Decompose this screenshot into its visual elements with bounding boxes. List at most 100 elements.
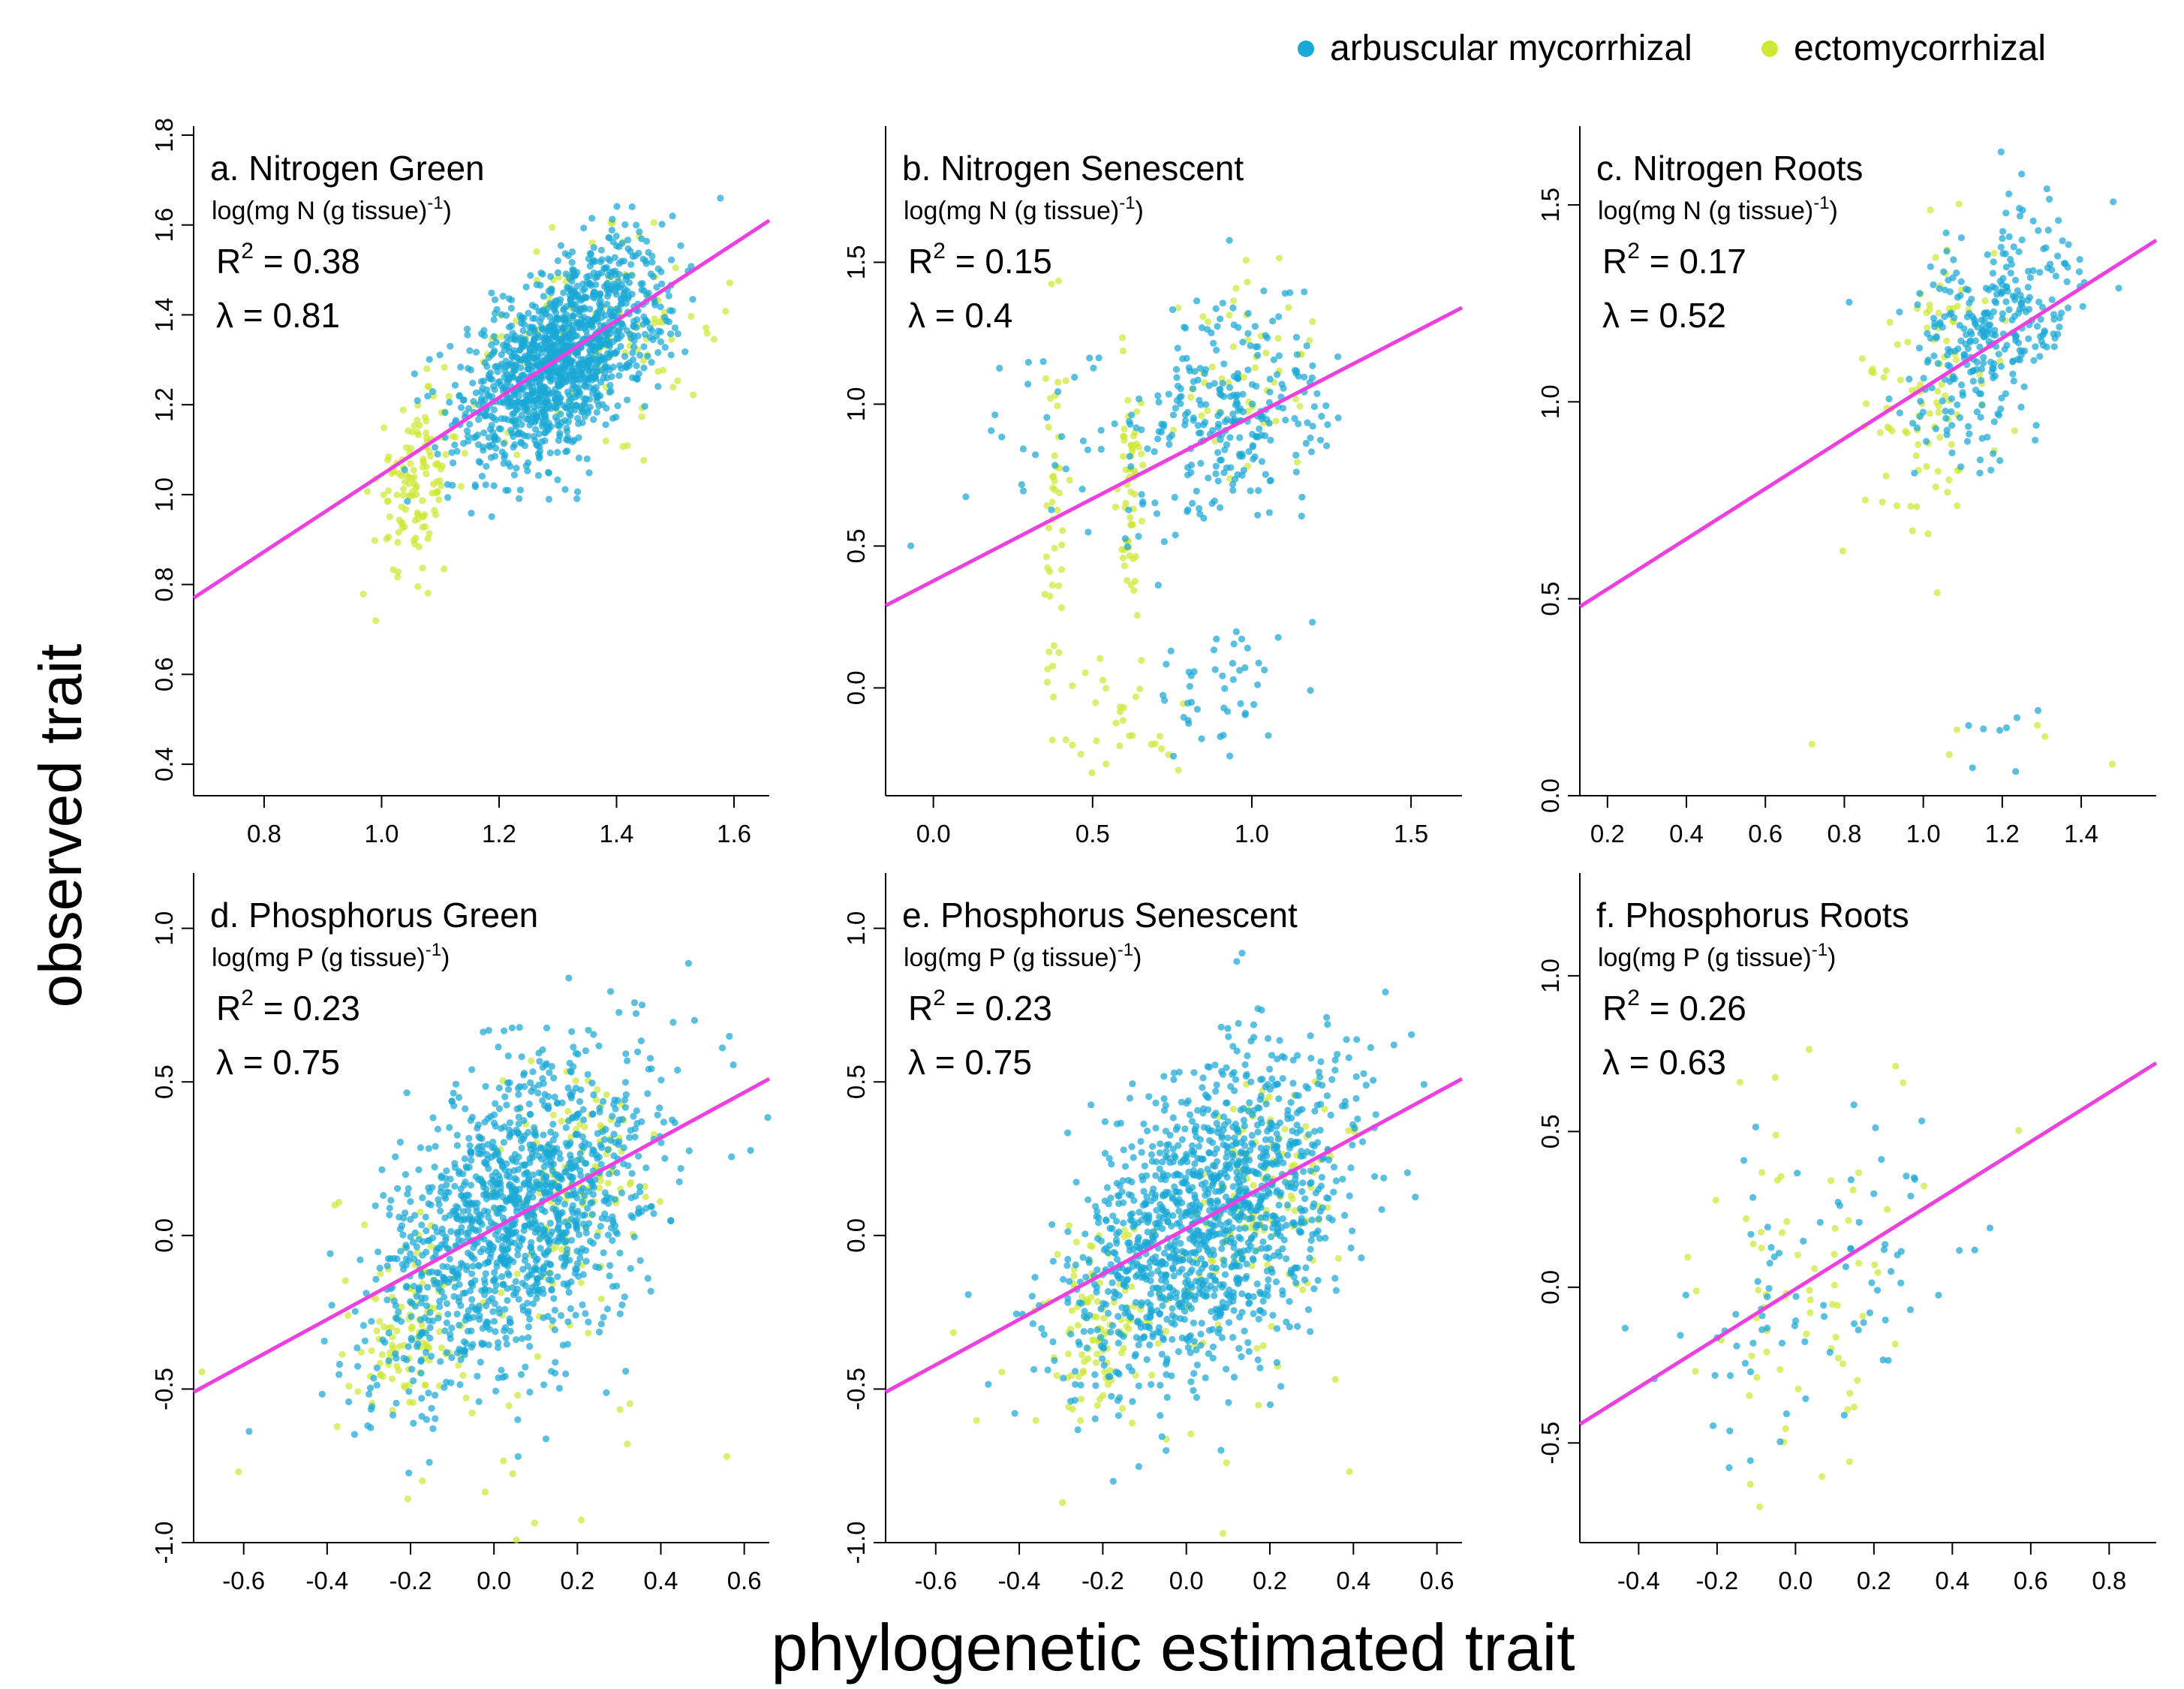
point-arbuscular-mycorrhizal [522, 462, 530, 470]
point-arbuscular-mycorrhizal [485, 1341, 492, 1349]
point-arbuscular-mycorrhizal [622, 1050, 630, 1058]
point-ectomycorrhizal [513, 451, 521, 459]
point-ectomycorrhizal [380, 491, 387, 498]
point-arbuscular-mycorrhizal [546, 1269, 554, 1277]
point-arbuscular-mycorrhizal [514, 1453, 522, 1460]
point-arbuscular-mycorrhizal [545, 469, 552, 477]
point-arbuscular-mycorrhizal [443, 1167, 450, 1175]
point-ectomycorrhizal [1055, 582, 1063, 590]
point-arbuscular-mycorrhizal [588, 364, 595, 372]
point-arbuscular-mycorrhizal [466, 347, 474, 354]
point-arbuscular-mycorrhizal [407, 1250, 414, 1257]
point-ectomycorrhizal [1050, 693, 1057, 701]
point-arbuscular-mycorrhizal [611, 350, 618, 357]
point-arbuscular-mycorrhizal [521, 1222, 529, 1230]
point-arbuscular-mycorrhizal [1270, 356, 1277, 363]
point-ectomycorrhizal [341, 1277, 349, 1284]
point-arbuscular-mycorrhizal [1984, 433, 1991, 441]
point-arbuscular-mycorrhizal [545, 288, 552, 295]
lambda-label: λ = 0.52 [1602, 296, 1726, 335]
point-arbuscular-mycorrhizal [1141, 1162, 1148, 1170]
point-arbuscular-mycorrhizal [1172, 366, 1181, 373]
point-arbuscular-mycorrhizal [1915, 345, 1924, 352]
point-arbuscular-mycorrhizal [685, 1147, 693, 1155]
point-arbuscular-mycorrhizal [1261, 666, 1268, 674]
point-arbuscular-mycorrhizal [1217, 436, 1224, 444]
point-arbuscular-mycorrhizal [538, 314, 546, 321]
point-ectomycorrhizal [1187, 1430, 1195, 1438]
point-arbuscular-mycorrhizal [492, 363, 499, 371]
point-arbuscular-mycorrhizal [595, 343, 603, 351]
point-arbuscular-mycorrhizal [988, 427, 995, 435]
point-arbuscular-mycorrhizal [1911, 469, 1918, 477]
point-arbuscular-mycorrhizal [1133, 424, 1140, 432]
point-arbuscular-mycorrhizal [1262, 471, 1269, 478]
point-arbuscular-mycorrhizal [613, 203, 621, 210]
point-arbuscular-mycorrhizal [536, 453, 543, 460]
point-arbuscular-mycorrhizal [465, 438, 472, 445]
point-arbuscular-mycorrhizal [447, 1176, 454, 1183]
point-arbuscular-mycorrhizal [461, 1351, 468, 1359]
point-arbuscular-mycorrhizal [536, 1058, 543, 1065]
point-ectomycorrhizal [345, 1382, 353, 1390]
point-arbuscular-mycorrhizal [1160, 420, 1168, 429]
point-arbuscular-mycorrhizal [1189, 1142, 1196, 1149]
point-arbuscular-mycorrhizal [627, 1212, 635, 1220]
point-arbuscular-mycorrhizal [528, 384, 537, 391]
point-arbuscular-mycorrhizal [629, 349, 636, 357]
point-arbuscular-mycorrhizal [507, 305, 516, 312]
point-arbuscular-mycorrhizal [452, 1080, 460, 1088]
point-ectomycorrhizal [333, 1423, 341, 1431]
point-arbuscular-mycorrhizal [1322, 402, 1330, 410]
point-ectomycorrhizal [1808, 740, 1815, 748]
point-arbuscular-mycorrhizal [1187, 1378, 1195, 1386]
point-arbuscular-mycorrhizal [513, 465, 520, 472]
point-ectomycorrhizal [674, 377, 681, 384]
point-arbuscular-mycorrhizal [385, 1329, 393, 1337]
point-arbuscular-mycorrhizal [429, 1234, 437, 1242]
point-arbuscular-mycorrhizal [1293, 351, 1301, 358]
point-arbuscular-mycorrhizal [499, 1214, 507, 1221]
point-ectomycorrhizal [1054, 507, 1061, 514]
point-arbuscular-mycorrhizal [587, 1200, 594, 1207]
point-ectomycorrhizal [1907, 502, 1915, 510]
point-arbuscular-mycorrhizal [681, 348, 689, 356]
point-arbuscular-mycorrhizal [1966, 300, 1973, 307]
point-ectomycorrhizal [1288, 1162, 1295, 1170]
point-arbuscular-mycorrhizal [996, 364, 1003, 372]
point-arbuscular-mycorrhizal [504, 416, 512, 423]
point-ectomycorrhizal [572, 1077, 579, 1085]
point-arbuscular-mycorrhizal [1187, 468, 1195, 477]
point-arbuscular-mycorrhizal [1307, 1328, 1314, 1335]
y-tick-label: -0.5 [150, 1368, 178, 1411]
point-arbuscular-mycorrhizal [1301, 373, 1308, 381]
point-arbuscular-mycorrhizal [638, 1001, 646, 1009]
point-arbuscular-mycorrhizal [621, 353, 629, 360]
point-arbuscular-mycorrhizal [475, 1398, 483, 1405]
point-arbuscular-mycorrhizal [456, 1345, 463, 1353]
point-arbuscular-mycorrhizal [1274, 634, 1282, 641]
point-arbuscular-mycorrhizal [326, 1250, 334, 1257]
point-arbuscular-mycorrhizal [1307, 448, 1316, 456]
point-ectomycorrhizal [1229, 1105, 1237, 1113]
point-arbuscular-mycorrhizal [1885, 395, 1893, 403]
point-ectomycorrhizal [1880, 374, 1888, 381]
point-arbuscular-mycorrhizal [547, 272, 555, 280]
point-arbuscular-mycorrhizal [1308, 374, 1316, 381]
point-arbuscular-mycorrhizal [407, 1233, 414, 1241]
point-arbuscular-mycorrhizal [609, 1112, 616, 1120]
point-arbuscular-mycorrhizal [554, 1273, 561, 1281]
point-arbuscular-mycorrhizal [612, 1228, 620, 1236]
point-arbuscular-mycorrhizal [526, 1388, 534, 1396]
point-arbuscular-mycorrhizal [520, 321, 528, 328]
point-ectomycorrhizal [640, 456, 648, 464]
point-arbuscular-mycorrhizal [475, 416, 483, 423]
point-arbuscular-mycorrhizal [570, 1218, 579, 1225]
point-arbuscular-mycorrhizal [1314, 1139, 1322, 1146]
point-arbuscular-mycorrhizal [556, 1155, 564, 1163]
point-ectomycorrhizal [1324, 1204, 1331, 1212]
point-arbuscular-mycorrhizal [1166, 1131, 1174, 1139]
point-arbuscular-mycorrhizal [1914, 301, 1921, 309]
point-ectomycorrhizal [1112, 719, 1120, 727]
point-arbuscular-mycorrhizal [1267, 1136, 1274, 1143]
